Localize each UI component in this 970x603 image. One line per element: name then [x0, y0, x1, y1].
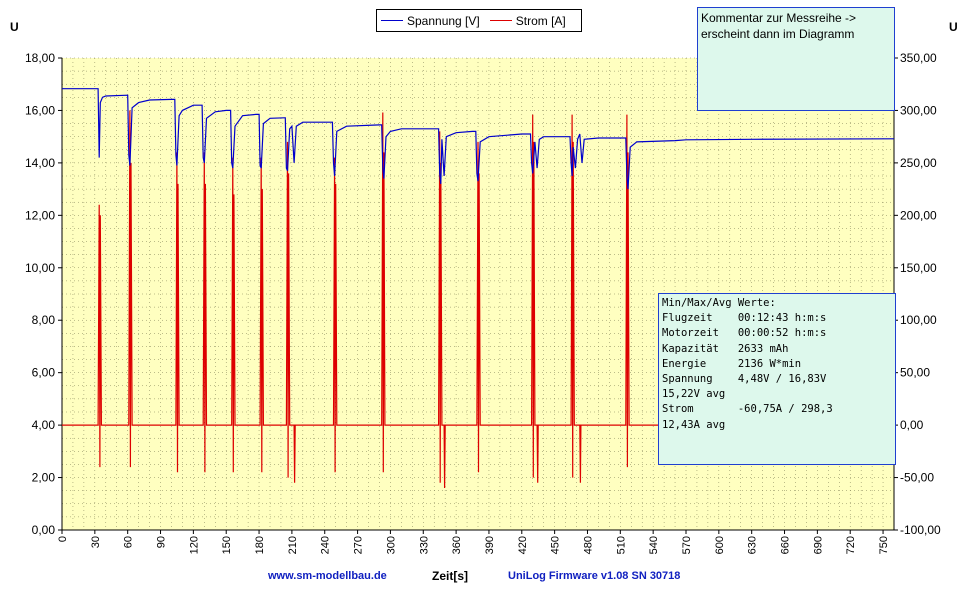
x-tick-label: 420: [517, 536, 529, 554]
legend-label-strom: Strom [A]: [515, 13, 566, 28]
x-tick-label: 570: [681, 536, 693, 554]
y2-tick-label: 150,00: [900, 261, 937, 275]
comment-box: Kommentar zur Messreihe -> erscheint dan…: [697, 7, 895, 111]
legend-swatch-spannung: [381, 20, 403, 21]
legend-label-spannung: Spannung [V]: [407, 13, 480, 28]
x-tick-label: 90: [156, 536, 168, 548]
x-tick-label: 210: [287, 536, 299, 554]
x-tick-label: 540: [648, 536, 660, 554]
stats-row: Spannung 4,48V / 16,83V: [662, 372, 827, 385]
legend-swatch-strom: [489, 20, 512, 21]
x-tick-label: 240: [320, 536, 332, 554]
x-tick-label: 630: [747, 536, 759, 554]
x-tick-label: 480: [582, 536, 594, 554]
y-tick-label: 18,00: [25, 51, 55, 65]
x-tick-label: 30: [90, 536, 102, 548]
legend: Spannung [V] Strom [A]: [376, 9, 582, 32]
stats-box: Min/Max/Avg Werte: Flugzeit 00:12:43 h:m…: [658, 293, 896, 465]
stats-row: Kapazität 2633 mAh: [662, 342, 789, 355]
legend-item-spannung: Spannung [V]: [381, 14, 480, 28]
series-group: [62, 88, 895, 489]
y2-axis-label: U: [949, 20, 958, 34]
stats-row: 12,43A avg: [662, 418, 726, 431]
y-tick-label: 2,00: [32, 471, 56, 485]
series-line-spannung: [62, 88, 895, 190]
stats-row: Min/Max/Avg Werte:: [662, 297, 776, 309]
y-tick-label: 4,00: [32, 418, 56, 432]
x-tick-label: 360: [451, 536, 463, 554]
y2-tick-label: 300,00: [900, 103, 937, 117]
stats-row: Motorzeit 00:00:52 h:m:s: [662, 327, 827, 340]
y2-tick-label: 250,00: [900, 156, 937, 170]
y2-tick-label: -50,00: [900, 471, 934, 485]
x-tick-label: 450: [550, 536, 562, 554]
x-tick-label: 690: [812, 536, 824, 554]
x-tick-label: 0: [57, 536, 69, 542]
y-tick-label: 10,00: [25, 261, 55, 275]
website-label: www.sm-modellbau.de: [268, 570, 387, 582]
x-axis-title: Zeit[s]: [432, 569, 468, 583]
x-tick-label: 150: [221, 536, 233, 554]
legend-item-strom: Strom [A]: [489, 13, 566, 28]
stats-row: Energie 2136 W*min: [662, 357, 802, 370]
y2-tick-label: 50,00: [900, 366, 930, 380]
y-tick-label: 0,00: [32, 523, 56, 537]
x-tick-label: 510: [615, 536, 627, 554]
stats-row: Strom -60,75A / 298,3: [662, 403, 833, 416]
y-tick-label: 12,00: [25, 208, 55, 222]
x-tick-label: 270: [353, 536, 365, 554]
x-tick-label: 330: [418, 536, 430, 554]
y2-tick-label: 100,00: [900, 313, 937, 327]
x-tick-label: 180: [254, 536, 266, 554]
y-tick-label: 14,00: [25, 156, 55, 170]
stats-row: Flugzeit 00:12:43 h:m:s: [662, 312, 827, 325]
stats-row: 15,22V avg: [662, 388, 726, 401]
firmware-label: UniLog Firmware v1.08 SN 30718: [508, 570, 681, 582]
tick-labels: 0,00 2,00 4,00 6,00 8,00 10,00 12,00 14,00 16,00…: [25, 51, 941, 554]
y2-tick-label: -100,00: [900, 523, 941, 537]
x-tick-label: 390: [484, 536, 496, 554]
x-tick-label: 60: [123, 536, 135, 548]
x-tick-label: 660: [780, 536, 792, 554]
y-axis-label: U: [10, 20, 19, 34]
y-tick-label: 16,00: [25, 103, 55, 117]
y-tick-label: 6,00: [32, 366, 56, 380]
x-tick-label: 720: [845, 536, 857, 554]
series-line-strom: [62, 110, 894, 489]
y2-tick-label: 350,00: [900, 51, 937, 65]
x-tick-label: 750: [878, 536, 890, 554]
y-tick-label: 8,00: [32, 313, 56, 327]
x-tick-label: 120: [188, 536, 200, 554]
y2-tick-label: 200,00: [900, 208, 937, 222]
x-tick-label: 600: [714, 536, 726, 554]
y2-tick-label: 0,00: [900, 418, 924, 432]
x-tick-label: 300: [385, 536, 397, 554]
